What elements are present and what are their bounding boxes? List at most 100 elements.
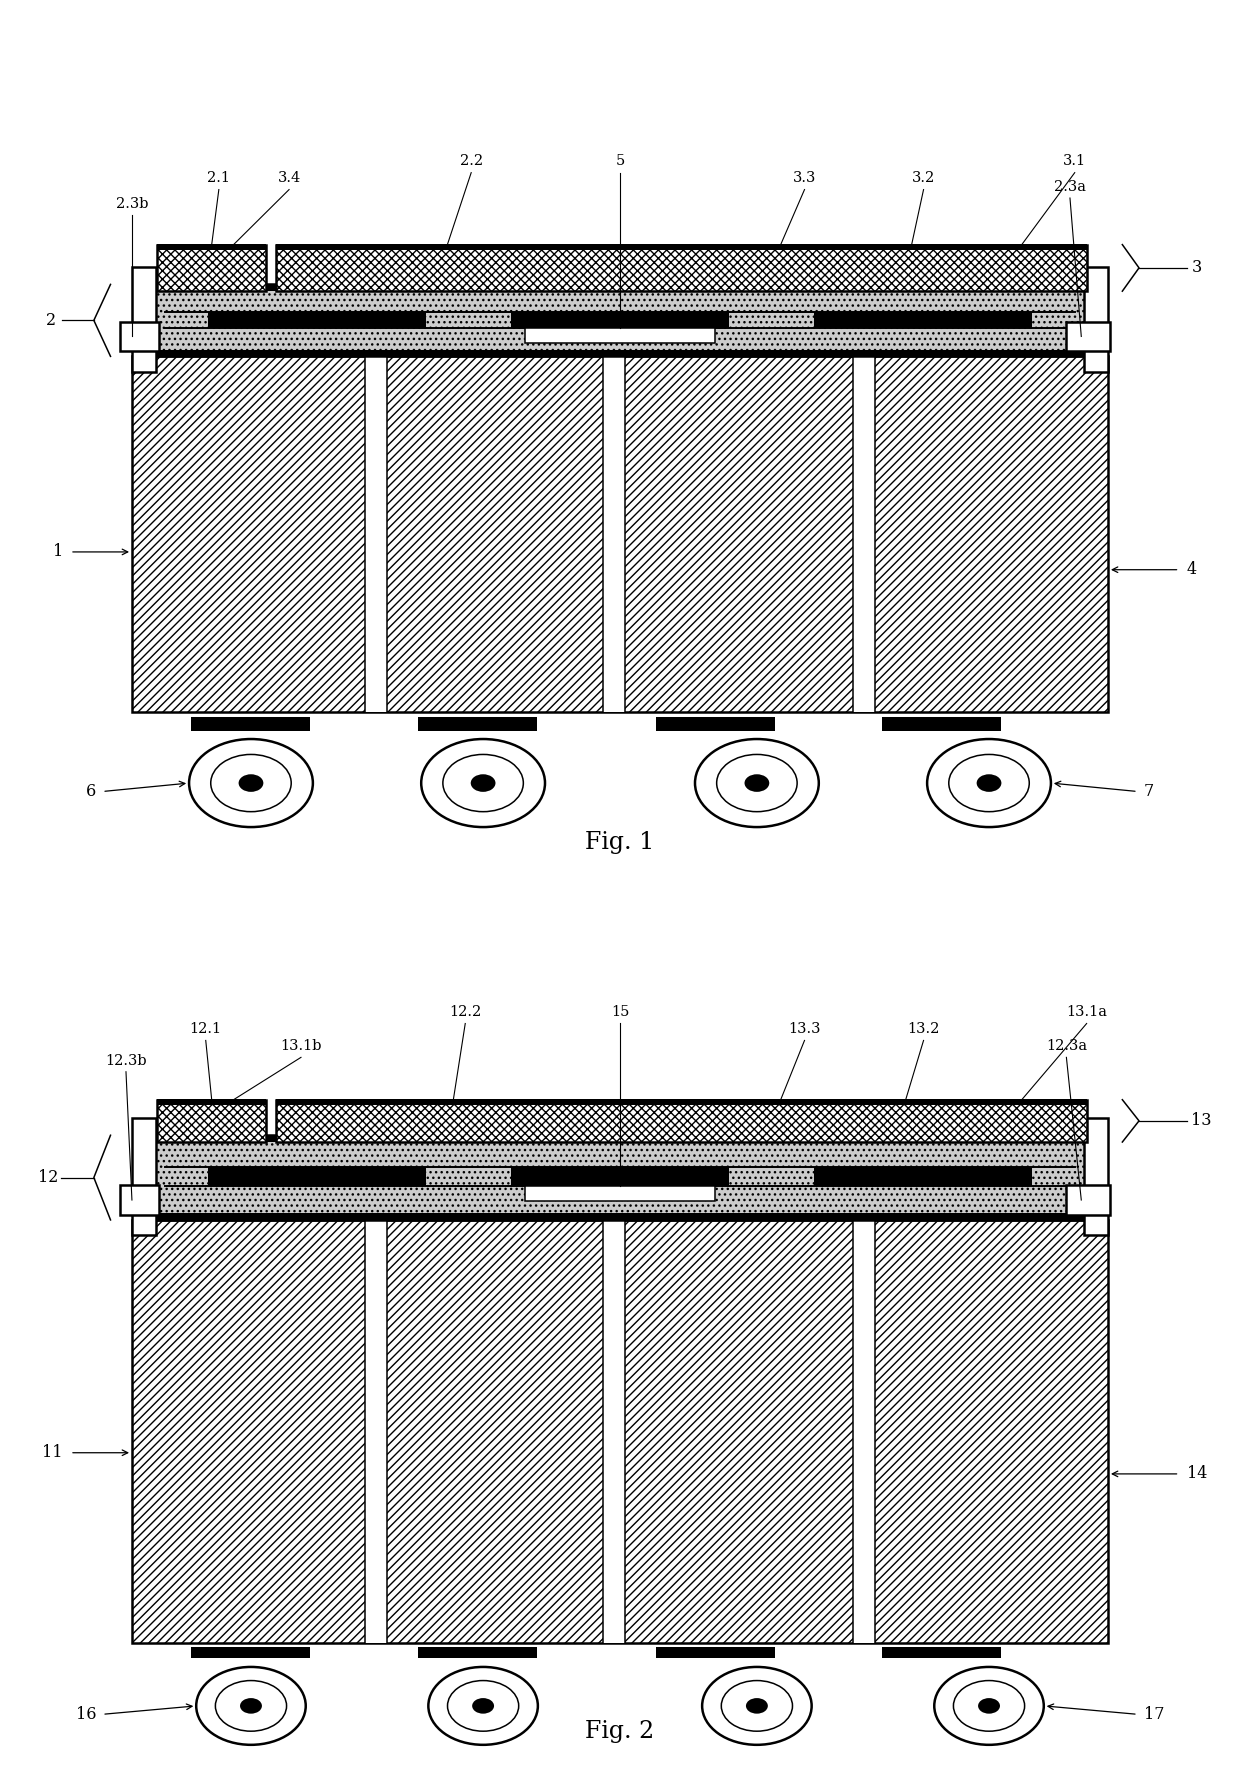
- Circle shape: [928, 739, 1052, 827]
- Bar: [154, 1135, 1086, 1142]
- Bar: [154, 1135, 1086, 1220]
- Bar: [525, 1187, 715, 1201]
- Text: 12: 12: [38, 1169, 58, 1187]
- Text: 2: 2: [46, 312, 56, 329]
- Bar: [154, 285, 1086, 290]
- Text: 14: 14: [1187, 1465, 1207, 1482]
- Bar: [157, 244, 267, 290]
- Bar: [154, 285, 1086, 356]
- Circle shape: [422, 739, 546, 827]
- Text: 12.3b: 12.3b: [105, 1054, 146, 1068]
- Bar: [157, 1100, 267, 1142]
- Bar: [191, 1647, 310, 1658]
- Text: 6: 6: [86, 783, 97, 800]
- Bar: [418, 1647, 537, 1658]
- Bar: [120, 322, 159, 351]
- Bar: [157, 1098, 267, 1105]
- Bar: [157, 1100, 267, 1142]
- Text: 3.1: 3.1: [1063, 154, 1086, 168]
- Bar: [366, 356, 387, 712]
- Bar: [853, 1220, 874, 1643]
- Bar: [1084, 267, 1109, 372]
- Bar: [120, 1185, 159, 1215]
- Bar: [154, 285, 1086, 356]
- Bar: [277, 244, 1086, 290]
- Circle shape: [472, 1698, 494, 1714]
- Bar: [208, 1167, 427, 1187]
- Bar: [1084, 1118, 1109, 1234]
- Bar: [604, 1220, 625, 1643]
- Bar: [154, 1213, 1086, 1220]
- Bar: [154, 1135, 1086, 1220]
- Bar: [277, 1100, 1086, 1142]
- Circle shape: [238, 774, 263, 792]
- Text: 2.3b: 2.3b: [115, 197, 149, 211]
- Bar: [882, 1647, 1001, 1658]
- Bar: [882, 717, 1001, 731]
- Bar: [131, 1118, 156, 1234]
- Bar: [131, 356, 1109, 712]
- Bar: [154, 349, 1086, 356]
- Bar: [131, 356, 1109, 712]
- Bar: [511, 312, 729, 328]
- Bar: [1066, 1185, 1111, 1215]
- Bar: [813, 312, 1032, 328]
- Text: 2.1: 2.1: [207, 172, 231, 186]
- Bar: [604, 356, 625, 712]
- Text: 2.3a: 2.3a: [1054, 181, 1086, 193]
- Circle shape: [694, 739, 818, 827]
- Text: 17: 17: [1143, 1705, 1164, 1723]
- Text: 3.2: 3.2: [911, 172, 935, 186]
- Text: Fig. 1: Fig. 1: [585, 831, 655, 854]
- Bar: [1066, 322, 1111, 351]
- Bar: [154, 1135, 1086, 1220]
- Bar: [277, 1098, 1086, 1105]
- Bar: [208, 312, 427, 328]
- Circle shape: [978, 1698, 999, 1714]
- Text: 3.3: 3.3: [792, 172, 816, 186]
- Bar: [157, 244, 267, 290]
- Text: 4: 4: [1187, 561, 1197, 577]
- Text: 11: 11: [42, 1443, 63, 1461]
- Text: 13: 13: [1192, 1112, 1211, 1130]
- Circle shape: [702, 1667, 812, 1744]
- Circle shape: [934, 1667, 1044, 1744]
- Bar: [853, 356, 874, 712]
- Text: Fig. 2: Fig. 2: [585, 1720, 655, 1743]
- Bar: [131, 1220, 1109, 1643]
- Text: 12.2: 12.2: [449, 1006, 481, 1020]
- Bar: [525, 328, 715, 344]
- Circle shape: [746, 1698, 768, 1714]
- Circle shape: [196, 1667, 306, 1744]
- Text: 5: 5: [615, 154, 625, 168]
- Bar: [131, 267, 156, 372]
- Text: 3: 3: [1192, 259, 1202, 276]
- Text: 13.1b: 13.1b: [280, 1040, 321, 1054]
- Circle shape: [977, 774, 1002, 792]
- Bar: [131, 1220, 1109, 1643]
- Circle shape: [471, 774, 496, 792]
- Text: 7: 7: [1143, 783, 1154, 800]
- Bar: [277, 244, 1086, 290]
- Bar: [656, 717, 775, 731]
- Circle shape: [744, 774, 769, 792]
- Bar: [154, 285, 1086, 356]
- Text: 13.1a: 13.1a: [1066, 1006, 1107, 1020]
- Text: 15: 15: [611, 1006, 629, 1020]
- Bar: [813, 1167, 1032, 1187]
- Bar: [656, 1647, 775, 1658]
- Bar: [366, 1220, 387, 1643]
- Bar: [191, 717, 310, 731]
- Text: 12.1: 12.1: [190, 1022, 222, 1036]
- Text: 12.3a: 12.3a: [1045, 1040, 1087, 1054]
- Text: 13.2: 13.2: [908, 1022, 940, 1036]
- Circle shape: [241, 1698, 262, 1714]
- Bar: [511, 1167, 729, 1187]
- Circle shape: [428, 1667, 538, 1744]
- Bar: [418, 717, 537, 731]
- Text: 3.4: 3.4: [278, 172, 300, 186]
- Text: 16: 16: [76, 1705, 97, 1723]
- Bar: [277, 244, 1086, 250]
- Bar: [277, 1100, 1086, 1142]
- Text: 13.3: 13.3: [789, 1022, 821, 1036]
